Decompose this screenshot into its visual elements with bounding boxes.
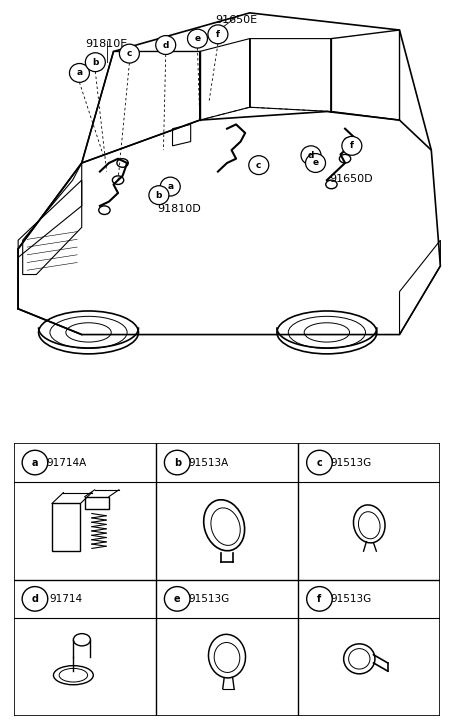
- Circle shape: [306, 587, 332, 611]
- Text: 91714: 91714: [49, 594, 83, 604]
- Text: f: f: [317, 594, 321, 604]
- Text: 91513A: 91513A: [188, 457, 229, 467]
- Circle shape: [208, 25, 228, 44]
- Text: a: a: [76, 68, 83, 77]
- Circle shape: [342, 137, 362, 156]
- Circle shape: [156, 36, 176, 55]
- Ellipse shape: [99, 206, 110, 214]
- Text: b: b: [173, 457, 181, 467]
- Circle shape: [119, 44, 139, 63]
- Text: e: e: [174, 594, 181, 604]
- Text: 91513G: 91513G: [188, 594, 229, 604]
- Ellipse shape: [344, 137, 355, 146]
- Text: c: c: [316, 457, 322, 467]
- Ellipse shape: [113, 176, 124, 185]
- Circle shape: [22, 450, 48, 475]
- Text: c: c: [256, 161, 262, 169]
- Circle shape: [306, 450, 332, 475]
- Ellipse shape: [340, 154, 351, 163]
- Circle shape: [188, 29, 207, 48]
- Text: c: c: [127, 49, 132, 58]
- Text: f: f: [216, 30, 220, 39]
- Circle shape: [164, 450, 190, 475]
- Text: b: b: [92, 57, 99, 67]
- Text: b: b: [156, 190, 162, 200]
- Text: 91810D: 91810D: [158, 204, 201, 214]
- Text: 91810E: 91810E: [85, 39, 128, 49]
- Ellipse shape: [326, 180, 337, 189]
- Circle shape: [85, 53, 105, 72]
- Text: 91513G: 91513G: [330, 457, 371, 467]
- Circle shape: [22, 587, 48, 611]
- Text: 91650E: 91650E: [215, 15, 257, 25]
- Text: e: e: [194, 34, 201, 43]
- Circle shape: [301, 146, 321, 165]
- Text: d: d: [163, 41, 169, 49]
- Text: 91650D: 91650D: [329, 174, 373, 184]
- Text: d: d: [308, 150, 314, 160]
- Circle shape: [249, 156, 269, 174]
- Text: a: a: [167, 182, 173, 191]
- Text: a: a: [32, 457, 38, 467]
- Text: d: d: [31, 594, 39, 604]
- Circle shape: [306, 153, 326, 172]
- Text: 91513G: 91513G: [330, 594, 371, 604]
- Circle shape: [160, 177, 180, 196]
- Circle shape: [149, 185, 169, 204]
- Circle shape: [69, 63, 89, 82]
- Text: 91714A: 91714A: [46, 457, 86, 467]
- Circle shape: [164, 587, 190, 611]
- Ellipse shape: [117, 158, 128, 167]
- Text: e: e: [312, 158, 319, 167]
- Text: f: f: [350, 141, 354, 150]
